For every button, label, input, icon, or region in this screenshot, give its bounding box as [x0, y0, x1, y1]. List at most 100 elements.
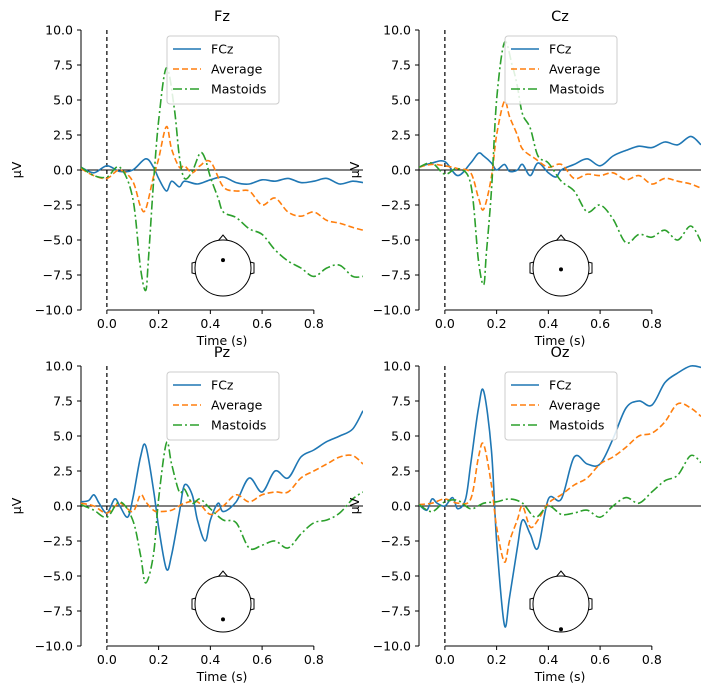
y-tick-label: −10.0 — [35, 639, 73, 654]
series-line-mastoids — [81, 66, 363, 292]
legend: FCz Average Mastoids — [166, 371, 280, 441]
series-line-fcz — [419, 135, 701, 178]
y-tick-label: 0.0 — [53, 163, 73, 178]
y-axis-label: µV — [347, 497, 362, 514]
y-tick-label: 5.0 — [53, 93, 73, 108]
head-nose — [555, 570, 567, 578]
sensor-head-inset — [529, 234, 593, 297]
legend-label-fcz: FCz — [211, 42, 234, 57]
series-line-fcz — [81, 158, 363, 192]
y-tick-label: −5.0 — [43, 233, 73, 248]
legend-label-mastoids: Mastoids — [211, 82, 266, 97]
y-tick-label: 7.5 — [53, 58, 73, 73]
x-axis-label: Time (s) — [534, 333, 586, 348]
x-tick-label: 0.4 — [200, 652, 220, 667]
y-tick-label: −10.0 — [373, 303, 411, 318]
panel-title: Fz — [214, 9, 230, 25]
y-tick-label: 2.5 — [391, 464, 411, 479]
panel-title: Oz — [550, 345, 569, 361]
head-outline — [194, 239, 252, 297]
sensor-marker — [221, 617, 225, 622]
y-tick-label: −7.5 — [43, 604, 73, 619]
y-tick-label: 10.0 — [45, 359, 73, 374]
sensor-marker — [221, 258, 225, 263]
y-tick-label: −5.0 — [381, 569, 411, 584]
legend: FCz Average Mastoids — [504, 35, 618, 105]
head-nose — [555, 234, 567, 242]
y-tick-label: −7.5 — [381, 268, 411, 283]
x-tick-label: 0.0 — [435, 316, 455, 331]
head-outline — [194, 575, 252, 633]
legend-label-average: Average — [211, 62, 263, 77]
legend-frame — [504, 371, 618, 441]
y-tick-label: 2.5 — [53, 128, 73, 143]
y-tick-label: 5.0 — [53, 429, 73, 444]
legend-frame — [166, 35, 280, 105]
series-line-average — [81, 454, 363, 516]
y-tick-label: −10.0 — [373, 639, 411, 654]
legend-label-average: Average — [211, 398, 263, 413]
series-line-mastoids — [419, 40, 701, 286]
y-tick-label: 5.0 — [391, 93, 411, 108]
x-tick-label: 0.2 — [487, 652, 507, 667]
x-tick-label: 0.8 — [642, 316, 662, 331]
y-tick-label: 2.5 — [391, 128, 411, 143]
y-tick-label: 5.0 — [391, 429, 411, 444]
x-tick-label: 0.4 — [538, 652, 558, 667]
series-group — [81, 66, 363, 292]
panel-title: Pz — [214, 345, 230, 361]
chart-panel-cz: −10.0 −7.5 −5.0 −2.5 0.0 2.5 5.0 7.5 10.0 0.0 0.2 0… — [347, 9, 701, 348]
y-tick-label: 2.5 — [53, 464, 73, 479]
y-tick-label: 7.5 — [391, 394, 411, 409]
y-tick-label: −5.0 — [381, 233, 411, 248]
y-tick-label: 10.0 — [383, 359, 411, 374]
chart-panel-pz: −10.0 −7.5 −5.0 −2.5 0.0 2.5 5.0 7.5 10.0 0.0 0.2 0… — [9, 345, 363, 684]
x-tick-label: 0.8 — [304, 316, 324, 331]
y-tick-label: 0.0 — [391, 163, 411, 178]
y-tick-label: 7.5 — [53, 394, 73, 409]
legend-label-fcz: FCz — [549, 378, 572, 393]
x-tick-label: 0.4 — [200, 316, 220, 331]
y-tick-label: 0.0 — [391, 499, 411, 514]
x-tick-label: 0.8 — [304, 652, 324, 667]
legend-label-average: Average — [549, 62, 601, 77]
x-tick-label: 0.2 — [487, 316, 507, 331]
y-tick-label: −5.0 — [43, 569, 73, 584]
head-nose — [217, 234, 229, 242]
y-tick-label: −2.5 — [381, 534, 411, 549]
x-tick-label: 0.2 — [149, 316, 169, 331]
series-line-fcz — [419, 364, 701, 628]
panel-title: Cz — [551, 9, 569, 25]
sensor-head-inset — [191, 570, 255, 633]
y-tick-label: −10.0 — [35, 303, 73, 318]
legend-label-average: Average — [549, 398, 601, 413]
y-tick-label: −2.5 — [381, 198, 411, 213]
y-tick-label: −7.5 — [381, 604, 411, 619]
y-tick-label: −7.5 — [43, 268, 73, 283]
series-group — [419, 364, 701, 628]
y-tick-label: 0.0 — [53, 499, 73, 514]
legend: FCz Average Mastoids — [504, 371, 618, 441]
y-tick-label: 7.5 — [391, 58, 411, 73]
y-tick-label: −2.5 — [43, 534, 73, 549]
x-tick-label: 0.6 — [252, 316, 272, 331]
y-axis-label: µV — [347, 161, 362, 178]
x-tick-label: 0.6 — [590, 652, 610, 667]
y-tick-label: −2.5 — [43, 198, 73, 213]
head-nose — [217, 570, 229, 578]
x-tick-label: 0.6 — [590, 316, 610, 331]
x-axis-label: Time (s) — [196, 333, 248, 348]
legend-label-mastoids: Mastoids — [549, 418, 604, 433]
x-tick-label: 0.2 — [149, 652, 169, 667]
sensor-head-inset — [191, 234, 255, 297]
series-line-mastoids — [419, 454, 701, 519]
sensor-marker — [559, 267, 563, 272]
series-group — [419, 40, 701, 286]
x-tick-label: 0.0 — [97, 652, 117, 667]
x-axis-label: Time (s) — [196, 669, 248, 684]
legend-label-fcz: FCz — [549, 42, 572, 57]
series-group — [81, 410, 363, 584]
y-tick-label: 10.0 — [45, 23, 73, 38]
x-tick-label: 0.4 — [538, 316, 558, 331]
